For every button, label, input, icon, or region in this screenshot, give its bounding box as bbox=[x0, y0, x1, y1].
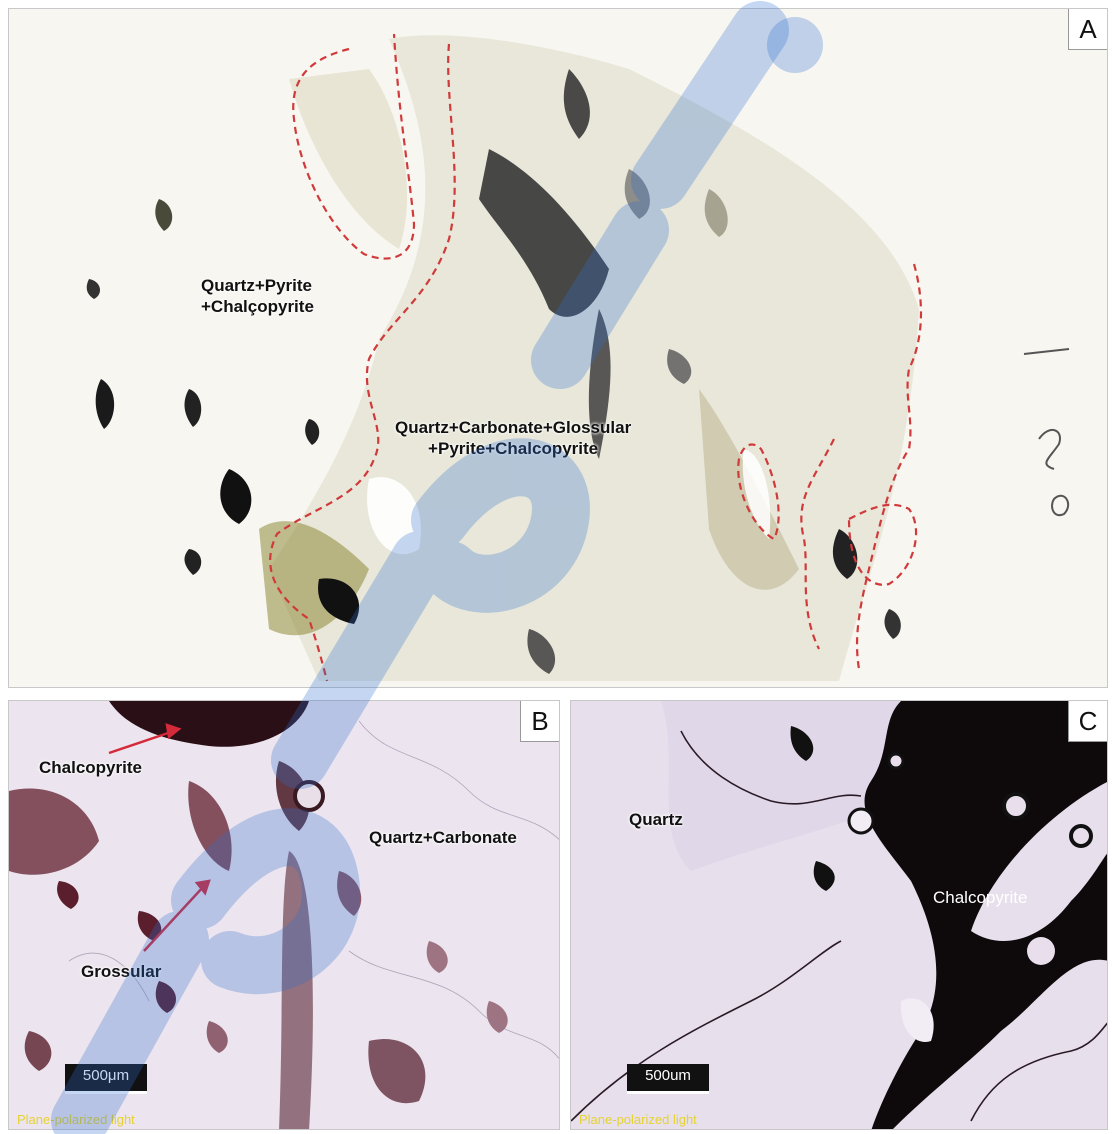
scale-bar-b: 500μm bbox=[65, 1064, 147, 1094]
label-chalcopyrite-c: Chalcopyrite bbox=[933, 888, 1028, 907]
label-grossular: Grossular bbox=[81, 962, 162, 981]
label-quartz: Quartz bbox=[629, 810, 683, 829]
scale-bar-c: 500um bbox=[627, 1064, 709, 1094]
panel-a-photomicrograph: A Quartz+Pyrite +Chalçopyrite Quartz+Car… bbox=[8, 8, 1108, 688]
panel-c-image bbox=[571, 701, 1107, 1129]
label-quartz-pyrite-line-2: +Chalçopyrite bbox=[201, 297, 314, 316]
panel-c-photomicrograph: C Quartz Chalcopyrite 500um Plane-polari… bbox=[570, 700, 1108, 1130]
label-quartz-carbonate-glossular: Quartz+Carbonate+Glossular +Pyrite+Chalc… bbox=[395, 417, 631, 459]
light-mode-caption-c: Plane-polarized light bbox=[579, 1112, 697, 1127]
label-quartz-carbonate: Quartz+Carbonate bbox=[369, 828, 517, 847]
panel-a-letter: A bbox=[1068, 9, 1107, 50]
label-quartz-pyrite: Quartz+Pyrite +Chalçopyrite bbox=[201, 275, 314, 317]
label-quartz-pyrite-line-1: Quartz+Pyrite bbox=[201, 276, 313, 295]
panel-a-image bbox=[86, 33, 1070, 682]
label-chalcopyrite-b: Chalcopyrite bbox=[39, 758, 142, 777]
label-mixed-line-1: Quartz+Carbonate+Glossular bbox=[395, 418, 632, 437]
light-mode-caption-b: Plane-polarized light bbox=[17, 1112, 135, 1127]
panel-b-image bbox=[9, 701, 559, 1129]
panel-b-photomicrograph: B Chalcopyrite Quartz+Carbonate Grossula… bbox=[8, 700, 560, 1130]
panel-c-letter: C bbox=[1068, 701, 1107, 742]
panel-b-letter: B bbox=[520, 701, 559, 742]
label-mixed-line-2: +Pyrite+Chalcopyrite bbox=[428, 439, 599, 458]
